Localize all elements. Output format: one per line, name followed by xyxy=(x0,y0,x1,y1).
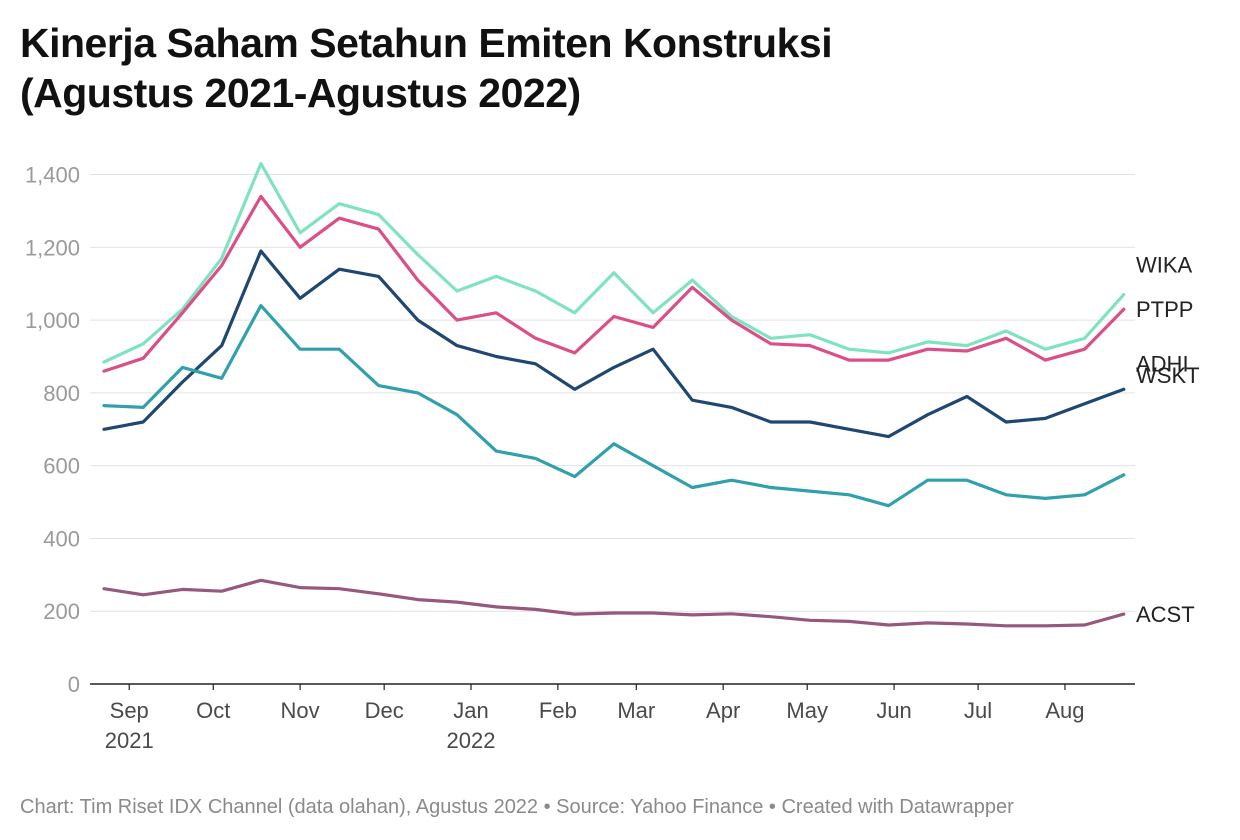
series-line-adhi xyxy=(102,249,1126,439)
x-tick-label: Mar xyxy=(617,698,655,723)
series-label-adhi: ADHI xyxy=(1136,351,1189,376)
x-tick-label: Jul xyxy=(964,698,992,723)
y-tick-label: 800 xyxy=(43,381,80,406)
x-tick-label: Jun xyxy=(876,698,911,723)
chart-footer: Chart: Tim Riset IDX Channel (data olaha… xyxy=(20,796,1014,818)
series-label-wskt: WSKT xyxy=(1136,363,1200,388)
series-label-ptpp: PTPP xyxy=(1136,297,1193,322)
y-tick-label: 600 xyxy=(43,454,80,479)
x-tick-label: Dec xyxy=(365,698,404,723)
y-tick-label: 1,200 xyxy=(25,235,80,260)
y-tick-label: 1,400 xyxy=(25,163,80,188)
y-tick-label: 200 xyxy=(43,599,80,624)
x-tick-label: Aug xyxy=(1045,698,1084,723)
x-tick-year-label: 2022 xyxy=(447,728,496,753)
y-tick-label: 400 xyxy=(43,526,80,551)
chart-title-line-1: Kinerja Saham Setahun Emiten Konstruksi xyxy=(20,20,833,66)
x-tick-label: Jan xyxy=(453,698,488,723)
x-tick-year-label: 2021 xyxy=(105,728,154,753)
x-tick-label: Sep xyxy=(110,698,149,723)
y-tick-label: 0 xyxy=(68,672,80,697)
x-tick-label: Oct xyxy=(196,698,230,723)
x-tick-label: May xyxy=(786,698,828,723)
x-tick-label: Feb xyxy=(539,698,577,723)
series-line-ptpp xyxy=(102,194,1126,373)
x-tick-label: Nov xyxy=(281,698,320,723)
chart-title-line-2: (Agustus 2021-Agustus 2022) xyxy=(20,70,581,116)
series-label-acst: ACST xyxy=(1136,602,1195,627)
chart-title: Kinerja Saham Setahun Emiten Konstruksi … xyxy=(20,18,1200,118)
series-label-wika: WIKA xyxy=(1136,253,1193,278)
series-line-acst xyxy=(102,578,1126,628)
x-tick-label: Apr xyxy=(706,698,740,723)
series-line-wika xyxy=(102,162,1126,364)
series-line-wskt xyxy=(102,304,1126,508)
y-tick-label: 1,000 xyxy=(25,308,80,333)
